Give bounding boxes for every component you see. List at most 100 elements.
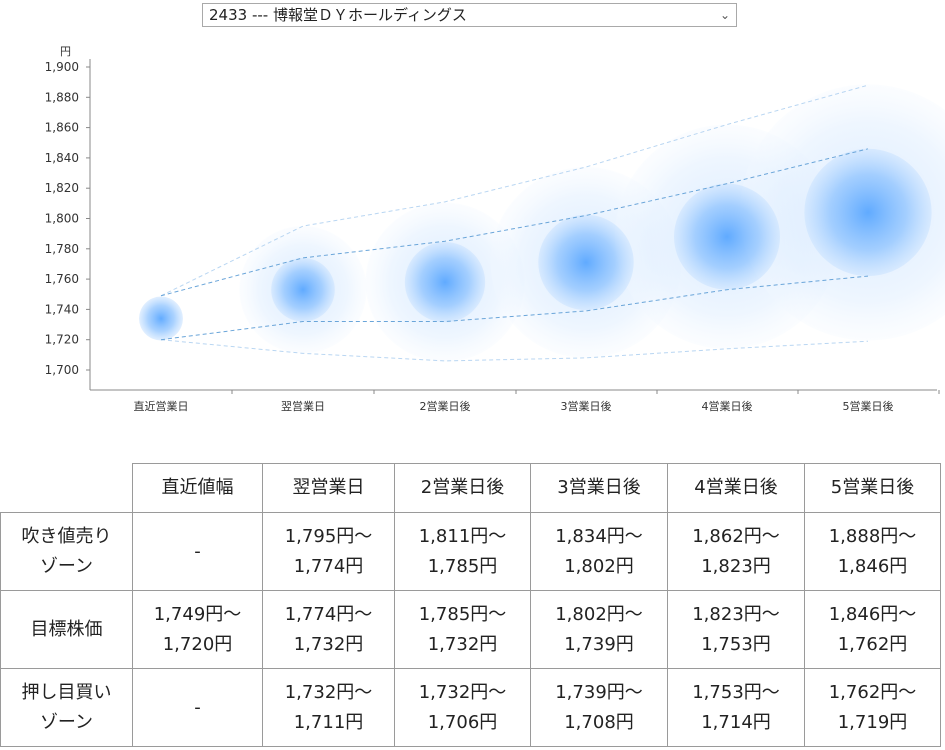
cell-text: 1,714円	[701, 711, 771, 733]
cell-text: 吹き値売り	[21, 525, 112, 547]
x-tick-label: 翌営業日	[281, 399, 325, 413]
y-tick-label: 1,840	[45, 151, 79, 165]
y-tick-label: 1,880	[45, 90, 79, 104]
cell-text: -	[194, 540, 201, 562]
inner-bubble	[538, 214, 634, 311]
cell-text: ゾーン	[39, 555, 94, 577]
cell-text: 1,774円	[293, 555, 364, 577]
column-header: 5営業日後	[804, 463, 941, 513]
inner-bubble	[271, 257, 335, 322]
cell-text: 1,719円	[837, 711, 908, 733]
cell-text: 1,739円〜	[555, 681, 643, 703]
cell-text: 押し目買い	[21, 681, 112, 703]
y-tick-label: 1,800	[45, 212, 79, 226]
table-cell: 1,811円〜 1,785円	[394, 512, 531, 591]
cell-text: 1,732円〜	[418, 681, 507, 703]
inner-bubble	[139, 296, 183, 341]
forecast-table: 直近値幅 翌営業日 2営業日後 3営業日後 4営業日後 5営業日後 吹き値売り ゾーン - 1,7…	[0, 463, 941, 747]
y-axis-unit: 円	[60, 45, 71, 58]
cell-text: 1,711円	[293, 711, 364, 733]
y-tick-label: 1,740	[45, 302, 79, 316]
cell-text: 1,862円〜	[692, 525, 780, 547]
column-header: 翌営業日	[262, 463, 395, 513]
cell-text: 1,802円〜	[555, 603, 643, 625]
lower-outer-band-line	[160, 339, 869, 362]
cell-text: 1,708円	[564, 711, 634, 733]
y-tick-label: 1,720	[45, 333, 79, 347]
row-header: 押し目買い ゾーン	[0, 668, 133, 747]
x-tick-label: 3営業日後	[561, 399, 612, 413]
table-row: 目標株価 1,749円〜 1,720円 1,774円〜 1,732円 1,785円〜 1,7…	[0, 590, 941, 669]
table-cell: 1,834円〜 1,802円	[530, 512, 668, 591]
cell-text: 1,753円〜	[692, 681, 780, 703]
cell-text: 1,846円	[837, 555, 908, 577]
y-tick-label: 1,700	[45, 363, 79, 377]
column-header: 4営業日後	[667, 463, 805, 513]
table-header-row: 直近値幅 翌営業日 2営業日後 3営業日後 4営業日後 5営業日後	[0, 463, 941, 513]
cell-text: 直近値幅	[161, 477, 234, 498]
y-tick-label: 1,820	[45, 181, 79, 195]
cell-text: 1,795円〜	[284, 525, 373, 547]
cell-text: -	[194, 696, 201, 718]
row-header: 目標株価	[0, 590, 133, 669]
cell-text: 1,749円〜	[153, 603, 242, 625]
cell-text: 1,739円	[564, 633, 634, 655]
upper-inner-band-line	[160, 148, 869, 297]
table-cell: 1,888円〜 1,846円	[804, 512, 941, 591]
lower-inner-band-line	[160, 275, 869, 341]
upper-outer-band-line	[160, 84, 869, 297]
table-cell: 1,749円〜 1,720円	[132, 590, 263, 669]
table-cell: -	[132, 512, 263, 591]
cell-text: 翌営業日	[292, 477, 365, 498]
cell-text: 3営業日後	[557, 477, 641, 498]
table-corner	[0, 463, 133, 513]
table-cell: 1,823円〜 1,753円	[667, 590, 805, 669]
inner-bubble	[804, 148, 932, 277]
cell-text: 1,834円〜	[555, 525, 643, 547]
cell-text: 1,720円	[162, 633, 233, 655]
column-header: 直近値幅	[132, 463, 263, 513]
table-cell: 1,802円〜 1,739円	[530, 590, 668, 669]
cell-text: 1,811円〜	[418, 525, 507, 547]
y-tick-label: 1,760	[45, 272, 79, 286]
table-cell: 1,774円〜 1,732円	[262, 590, 395, 669]
chevron-down-icon: ⌄	[719, 8, 730, 22]
cell-text: 1,732円	[427, 633, 498, 655]
table-cell: 1,732円〜 1,706円	[394, 668, 531, 747]
inner-bubble	[404, 241, 486, 323]
cell-text: 1,802円	[564, 555, 634, 577]
y-tick-label: 1,780	[45, 242, 79, 256]
stock-selector-value: 2433 --- 博報堂ＤＹホールディングス	[209, 6, 467, 24]
cell-text: 1,762円〜	[828, 681, 917, 703]
inner-bubble	[673, 183, 781, 290]
table-cell: 1,862円〜 1,823円	[667, 512, 805, 591]
x-tick-label: 4営業日後	[702, 399, 753, 413]
table-row: 吹き値売りゾーン - 1,795円〜 1,774円 1,811円〜 1,785円 1,834…	[0, 512, 941, 591]
row-header: 吹き値売り ゾーン	[0, 512, 133, 591]
cell-text: 1,846円〜	[828, 603, 917, 625]
cell-text: 1,888円〜	[828, 525, 917, 547]
cell-text: 1,762円	[837, 633, 908, 655]
cell-text: 1,823円〜	[692, 603, 780, 625]
cell-text: 目標株価	[30, 618, 103, 640]
cell-text: 1,706円	[427, 711, 498, 733]
cell-text: ゾーン	[39, 711, 94, 733]
x-tick-label: 5営業日後	[843, 399, 894, 413]
cell-text: 1,753円	[701, 633, 771, 655]
cell-text: 1,823円	[701, 555, 771, 577]
cell-text: 5営業日後	[830, 477, 915, 498]
stock-selector[interactable]: 2433 --- 博報堂ＤＹホールディングス ⌄	[202, 3, 737, 27]
table-row: 押し目買いゾーン - 1,732円〜 1,711円 1,732円〜 1,706円 1,739…	[0, 668, 941, 747]
cell-text: 4営業日後	[694, 477, 778, 498]
table-cell: 1,762円〜 1,719円	[804, 668, 941, 747]
x-tick-label: 2営業日後	[420, 399, 471, 413]
table-cell: 1,785円〜 1,732円	[394, 590, 531, 669]
table-cell: 1,739円〜 1,708円	[530, 668, 668, 747]
cell-text: 1,732円〜	[284, 681, 373, 703]
y-tick-label: 1,860	[45, 121, 79, 135]
cell-text: 1,785円	[427, 555, 498, 577]
table-cell: 1,795円〜 1,774円	[262, 512, 395, 591]
table-cell: 1,846円〜 1,762円	[804, 590, 941, 669]
cell-text: 1,732円	[293, 633, 364, 655]
cell-text: 1,785円〜	[418, 603, 507, 625]
